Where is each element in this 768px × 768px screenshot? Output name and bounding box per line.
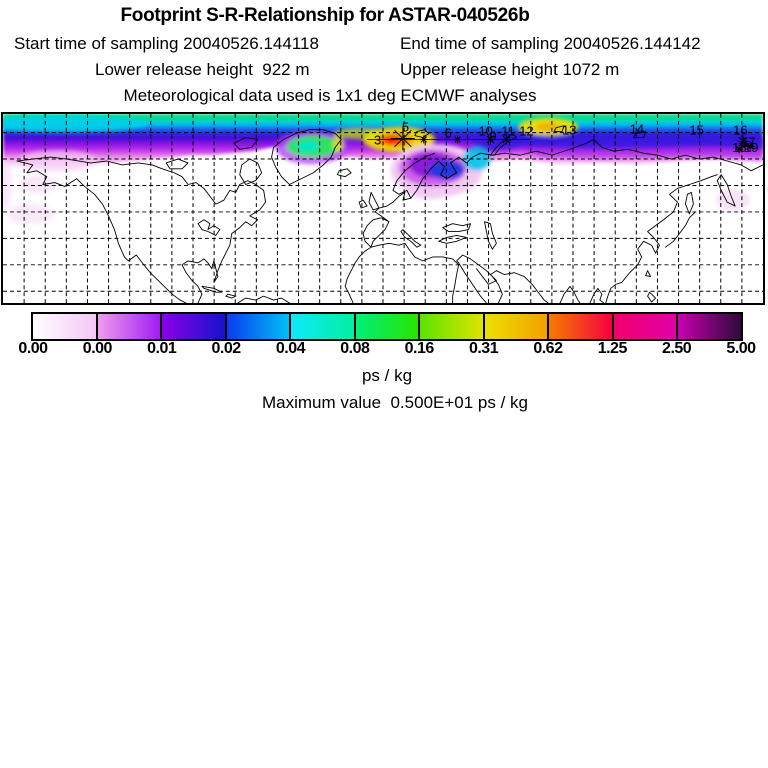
colorbar-segment-0.31-0.62 xyxy=(484,314,550,339)
track-star-marker xyxy=(419,135,428,144)
plume-greenland-cyan xyxy=(295,140,320,153)
lat-lon-grid xyxy=(3,114,763,303)
colorbar-tick-1: 0.00 xyxy=(82,340,113,357)
colorbar-segment-2.50-5.00 xyxy=(678,314,742,339)
colorbar-tick-7: 0.31 xyxy=(468,340,499,357)
plume-russia-indigo xyxy=(470,131,763,154)
coast-eurasia-north xyxy=(392,139,764,199)
page-title: Footprint S-R-Relationship for ASTAR-040… xyxy=(120,5,530,26)
colorbar-tick-3: 0.02 xyxy=(211,340,242,357)
colorbar-tick-2: 0.01 xyxy=(147,340,177,357)
colorbar-segment-0.01-0.02 xyxy=(162,314,227,339)
coastlines xyxy=(16,125,764,304)
plume-russia-purple xyxy=(520,147,763,160)
track-hour-label-9: 9 xyxy=(489,129,496,144)
track-hour-label-16: 16 xyxy=(733,123,747,138)
track-star-marker xyxy=(745,141,756,152)
colorbar-units-label: ps / kg xyxy=(361,366,413,385)
upper-release-label: Upper release height 1072 m xyxy=(400,60,620,79)
plume-left-cyan xyxy=(0,114,148,133)
track-star-marker xyxy=(485,134,496,145)
colorbar-segment-0.00-0.01 xyxy=(97,314,163,339)
met-data-label: Meteorological data used is 1x1 deg ECMW… xyxy=(123,86,537,105)
colorbar-segment-0.62-1.25 xyxy=(549,314,614,339)
track-star-marker xyxy=(735,145,744,154)
coast-british-isles xyxy=(358,191,380,211)
colorbar-segment-0.16-0.31 xyxy=(420,314,485,339)
track-hour-label-3: 3 xyxy=(374,132,381,147)
track-hour-label-12: 12 xyxy=(519,124,533,139)
colorbar-tick-0: 0.00 xyxy=(18,340,48,357)
start-time-label: Start time of sampling 20040526.144118 xyxy=(14,34,319,53)
track-star-marker xyxy=(501,134,512,145)
track-hour-label-11: 11 xyxy=(501,124,514,139)
track-hour-label-5: 5 xyxy=(402,120,409,135)
track-star-marker xyxy=(737,135,750,148)
colorbar-segment-0.00-0.00 xyxy=(33,314,98,339)
coast-greenland xyxy=(271,129,342,185)
track-hour-label-19: 19 xyxy=(744,140,758,155)
colorbar-segment-1.25-2.50 xyxy=(613,314,679,339)
plume-hotspot-yellow-tail xyxy=(333,127,389,140)
track-hour-label-15: 15 xyxy=(689,123,703,138)
coast-north-america-east xyxy=(16,156,267,304)
plume-alaska-pink-2 xyxy=(19,175,56,194)
coast-middle-east xyxy=(456,254,503,304)
coast-india-se-asia xyxy=(495,270,657,304)
colorbar-tick-10: 2.50 xyxy=(662,340,692,357)
coast-africa xyxy=(344,242,460,304)
coast-north-america-west xyxy=(16,160,187,304)
plume-left-edge-pink xyxy=(0,159,12,210)
plume-yellow-max-core xyxy=(536,122,561,131)
colorbar-segment-0.04-0.08 xyxy=(291,314,356,339)
colorbar-tick-6: 0.16 xyxy=(404,340,435,357)
colorbar-tick-8: 0.62 xyxy=(533,340,563,357)
colorbar-segment-0.08-0.16 xyxy=(355,314,421,339)
colorbar xyxy=(31,312,743,341)
colorbar-segment-0.02-0.04 xyxy=(226,314,292,339)
plume-alaska-pink-3 xyxy=(6,204,55,224)
plume-alaska-pink-1 xyxy=(17,150,98,172)
track-hour-label-6: 6 xyxy=(445,126,452,141)
track-hour-label-14: 14 xyxy=(630,122,644,137)
colorbar-tick-9: 1.25 xyxy=(597,340,628,357)
colorbar-tick-4: 0.04 xyxy=(275,340,306,357)
colorbar-tick-5: 0.08 xyxy=(340,340,370,357)
coast-caribbean xyxy=(201,285,290,304)
coast-great-lakes xyxy=(197,219,221,236)
world-map-panel: 3 5 6 10 9 11 12 13 14 15 16 17 18 19 xyxy=(0,112,765,305)
track-hour-label-10: 10 xyxy=(478,124,492,139)
lower-release-label: Lower release height 922 m xyxy=(95,60,310,79)
track-star-marker xyxy=(453,135,462,144)
colorbar-tick-11: 5.00 xyxy=(726,340,756,357)
coast-europe-south xyxy=(362,191,497,250)
track-hour-label-18: 18 xyxy=(732,140,746,155)
end-time-label: End time of sampling 20040526.144142 xyxy=(400,34,701,53)
track-hour-label-17: 17 xyxy=(741,134,755,149)
track-hour-label-13: 13 xyxy=(562,123,576,138)
track-star-marker xyxy=(390,126,415,151)
max-value-label: Maximum value 0.500E+01 ps / kg xyxy=(262,393,528,412)
coast-east-asia xyxy=(621,174,736,283)
